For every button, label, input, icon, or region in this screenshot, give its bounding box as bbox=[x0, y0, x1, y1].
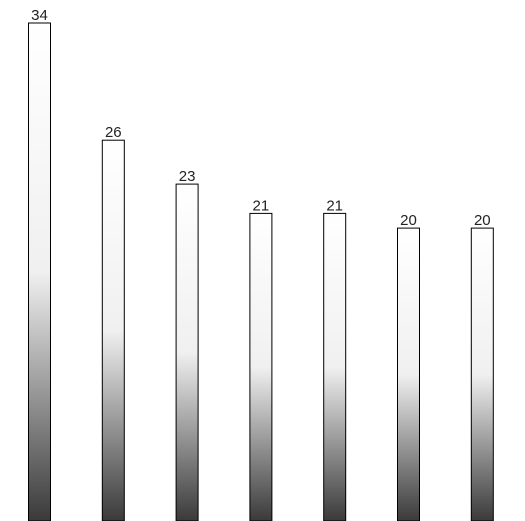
bar-value-label-4: 21 bbox=[253, 197, 270, 214]
bar-4 bbox=[249, 212, 273, 521]
bar-value-label-3: 23 bbox=[179, 168, 196, 185]
bar-7 bbox=[470, 227, 494, 521]
bars-group bbox=[28, 22, 494, 521]
value-labels-group: 34 26 23 21 21 20 20 bbox=[31, 7, 490, 229]
bar-value-label-2: 26 bbox=[105, 124, 122, 141]
bar-1 bbox=[28, 22, 51, 521]
bar-value-label-1: 34 bbox=[31, 7, 48, 24]
bar-2 bbox=[101, 139, 125, 521]
bar-value-label-5: 21 bbox=[326, 197, 343, 214]
bar-3 bbox=[175, 183, 199, 521]
bar-value-label-7: 20 bbox=[474, 212, 491, 229]
bar-value-label-6: 20 bbox=[400, 212, 417, 229]
bar-5 bbox=[323, 212, 347, 521]
bar-6 bbox=[397, 227, 420, 521]
